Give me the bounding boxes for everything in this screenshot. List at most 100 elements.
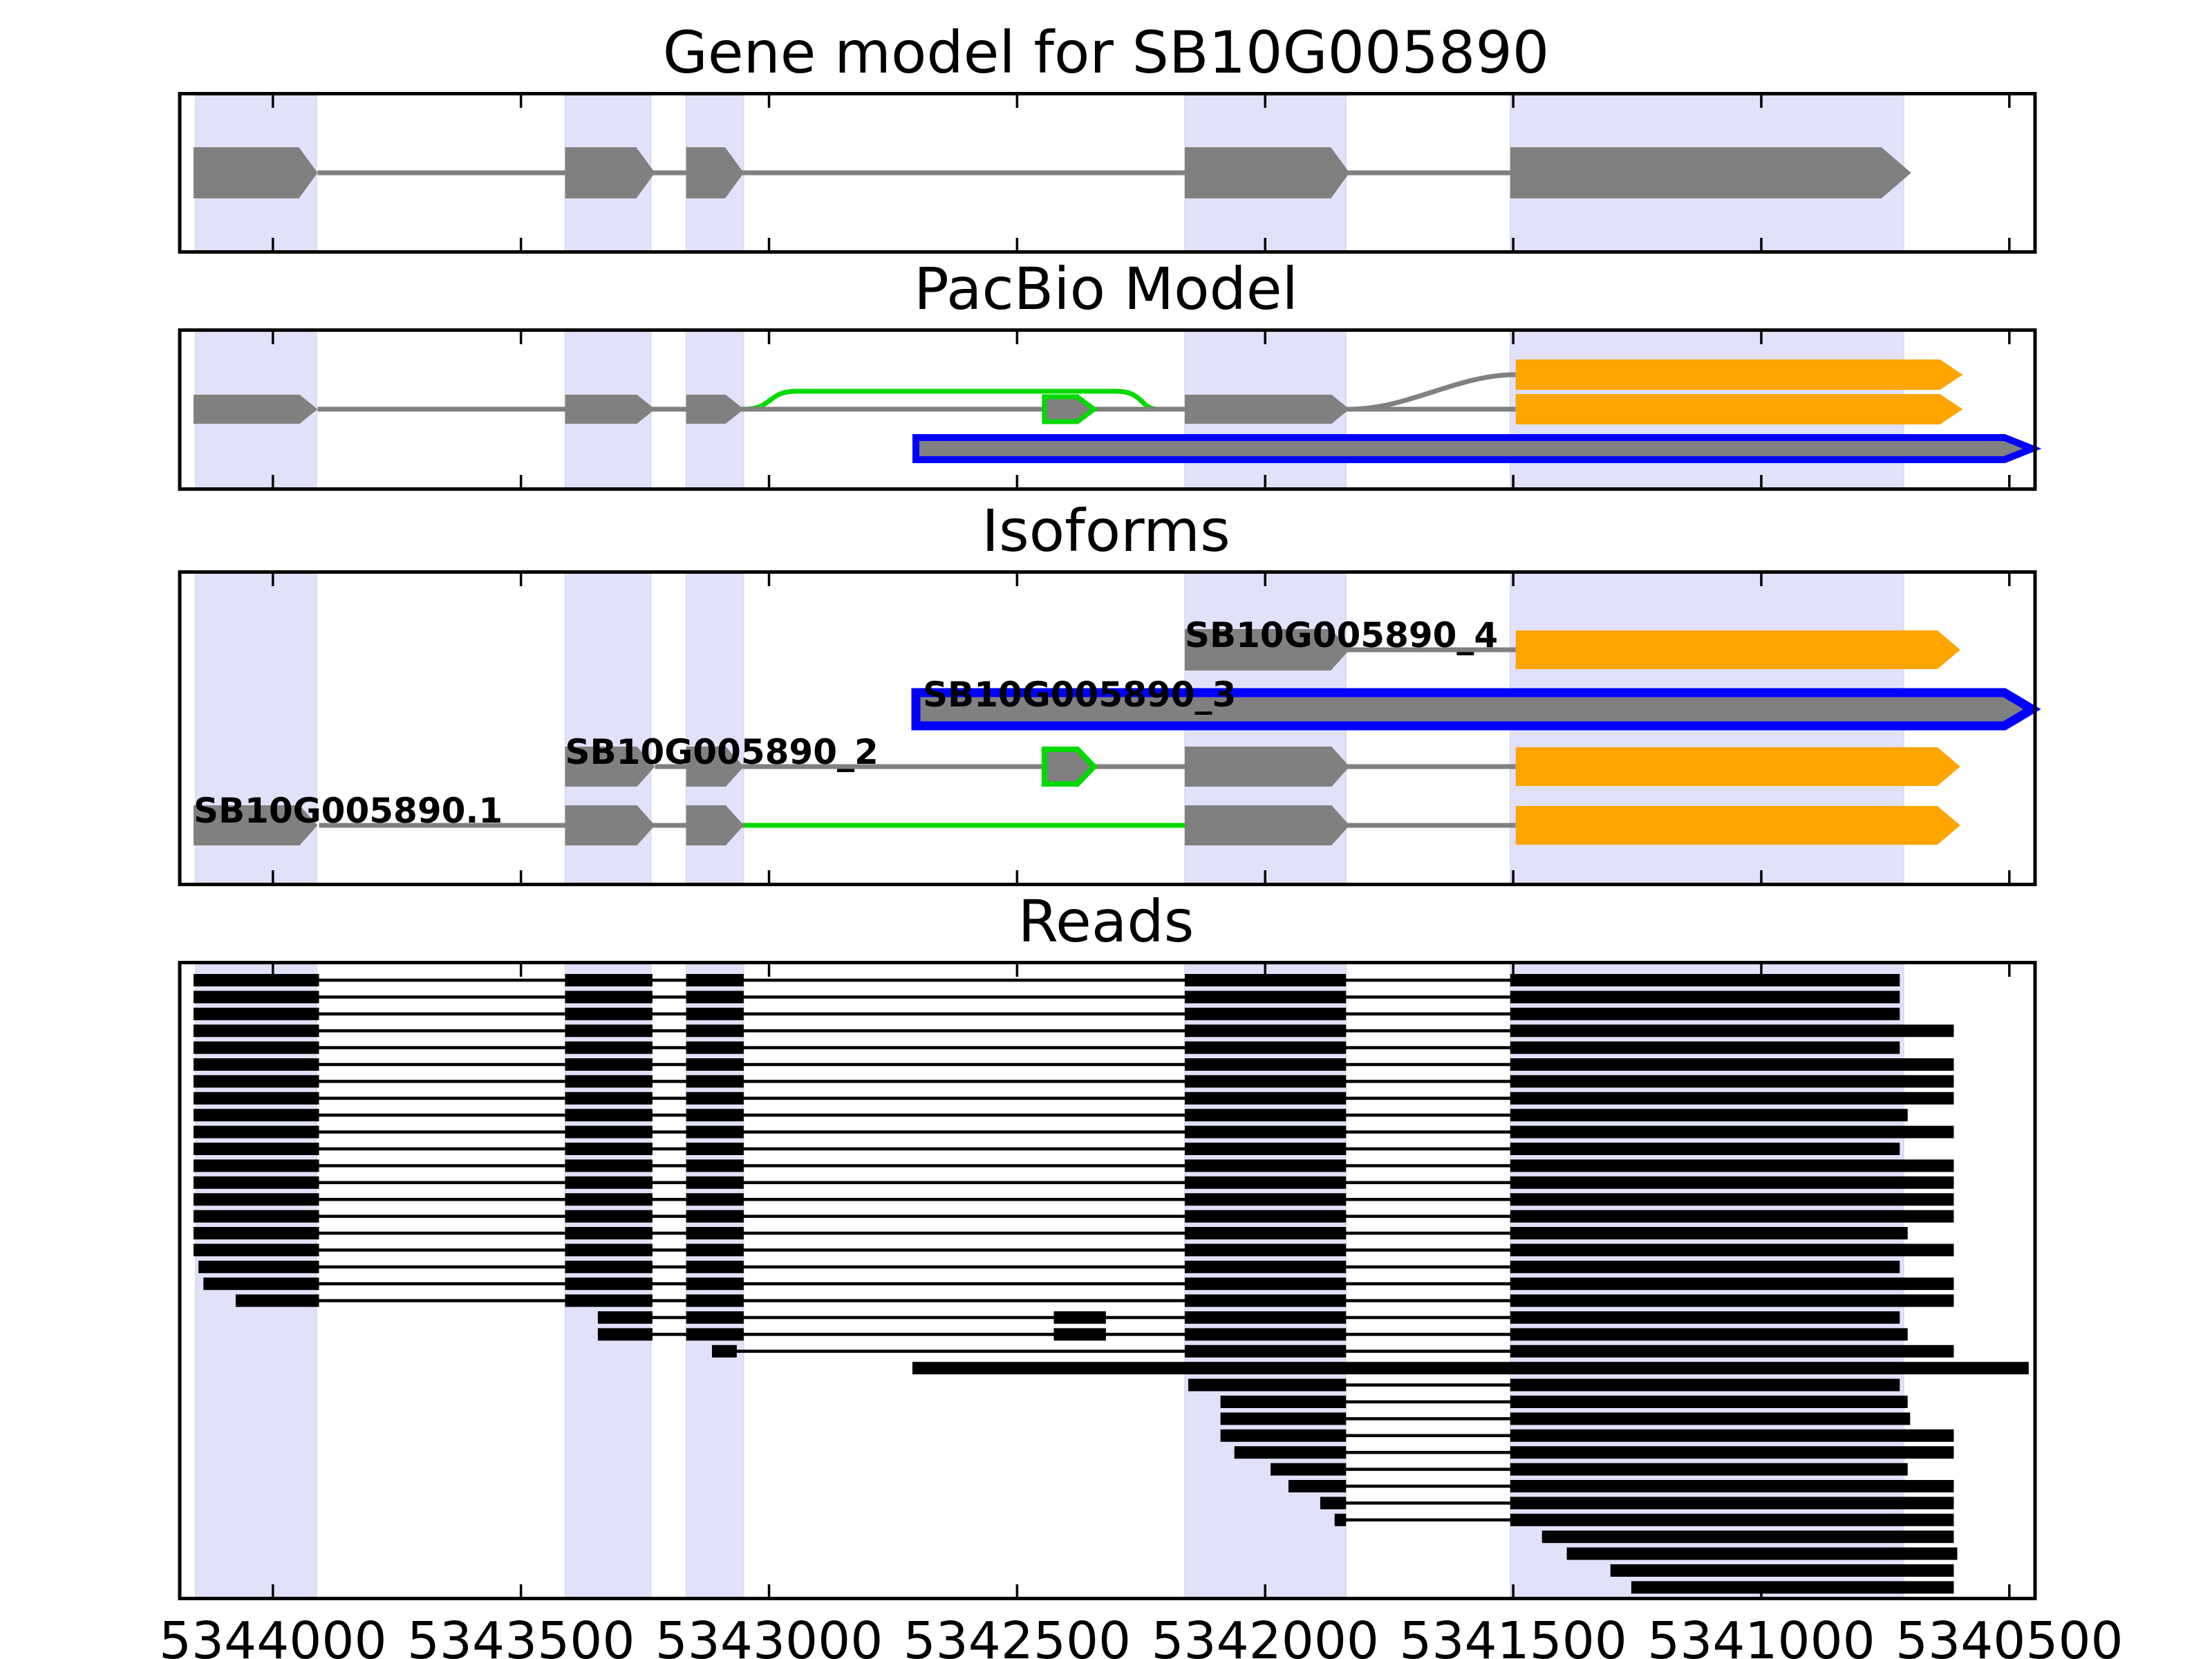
read-exon-segment [1510,1513,1954,1526]
read-exon-segment [711,1344,737,1358]
read-exon-segment [565,1024,653,1038]
read-exon-segment [686,1041,744,1054]
read-intron-line [193,1215,1954,1218]
read-exon-segment [1510,1109,1908,1122]
read-exon-segment [1184,1058,1347,1071]
transcript-row: SB10G005890_2 [565,732,1960,787]
read-row [711,1344,1954,1358]
exon-pentagon [1184,629,1350,671]
read-row [1320,1497,1954,1510]
read-intron-line [193,1130,1954,1134]
read-row [193,1024,1954,1038]
read-intron-line [235,1299,1954,1302]
transcript-row: SB10G005890_4 [1184,615,1960,671]
exon-pentagon [193,805,318,845]
read-exon-segment [193,1244,319,1257]
read-exon-segment [912,1362,2029,1375]
read-exon-segment [203,1277,319,1291]
read-exon-segment [565,1176,653,1189]
read-exon-segment [565,974,653,986]
read-exon-segment [1184,1277,1347,1291]
novel-exon-pentagon [1041,747,1098,787]
read-exon-segment [565,1109,653,1122]
read-exon-segment [1510,1328,1908,1341]
read-row [1220,1396,1908,1408]
read-exon-segment [686,1125,744,1138]
read-exon-segment [193,974,319,986]
read-row [1234,1446,1954,1459]
read-exon-segment [686,1058,744,1071]
read-exon-segment [1510,1446,1954,1459]
read-row [193,1176,1954,1189]
read-exon-segment [565,1227,653,1239]
read-exon-segment [1510,991,1900,1004]
read-exon-segment [597,1311,653,1324]
read-exon-segment [686,1311,744,1324]
panel-isoforms: SB10G005890_4 SB10G005890_3 SB10G005890_2 S… [178,570,2041,886]
read-exon-segment [565,1159,653,1172]
read-exon-segment [1510,1244,1954,1257]
read-exon-segment [1510,1091,1954,1105]
transcript-row [912,434,2042,463]
read-row [1334,1513,1954,1526]
read-row [193,1193,1954,1206]
read-exon-segment [565,1260,653,1273]
read-exon-segment [1334,1513,1347,1526]
read-exon-segment [686,1210,744,1223]
read-row [1631,1581,1954,1594]
read-exon-segment [565,1075,653,1088]
transcript-row [1515,359,1963,390]
read-exon-segment [686,991,744,1004]
read-exon-segment [1566,1547,1958,1560]
read-exon-segment [1220,1429,1347,1442]
read-exon-segment [686,1109,744,1122]
read-exon-segment [686,1294,744,1307]
exon-pentagon [686,805,744,845]
read-exon-segment [193,1210,319,1223]
exon-pentagon [686,747,744,787]
read-exon-segment [235,1294,319,1307]
read-exon-segment [193,1058,319,1071]
isoform-connector-curve [1349,372,1516,412]
read-exon-segment [1510,1311,1900,1324]
read-exon-segment [1510,1480,1954,1492]
read-exon-segment [1510,1497,1954,1510]
exon-pentagon [686,147,744,198]
read-exon-segment [1184,1159,1347,1172]
read-exon-segment [1053,1328,1106,1341]
isoform-label: SB10G005890_3 [923,675,1236,715]
panel-border [178,92,2037,254]
read-exon-segment [1234,1446,1347,1459]
read-exon-segment [1510,1294,1954,1307]
transcript-row: SB10G005890.1 [193,791,1960,845]
read-exon-segment [1510,1277,1954,1291]
x-tick-label: 5344000 [158,1611,387,1659]
read-exon-segment [565,1091,653,1105]
read-exon-segment [686,1193,744,1206]
read-exon-segment [686,1277,744,1291]
read-exon-segment [193,1024,319,1038]
read-exon-segment [1184,1210,1347,1223]
transcript-row [193,394,1963,424]
read-row [198,1260,1900,1273]
read-exon-segment [1510,1378,1900,1391]
x-tick-label: 5342000 [1151,1611,1380,1659]
read-exon-segment [686,974,744,986]
read-exon-segment [565,1058,653,1071]
read-exon-segment [1510,1159,1954,1172]
read-exon-segment [1510,1041,1900,1054]
read-exon-segment [1184,1024,1347,1038]
read-intron-line [193,1062,1954,1067]
isoform-label: SB10G005890_4 [1185,615,1498,655]
read-intron-line [193,1012,1900,1016]
read-row [235,1294,1954,1307]
exon-pentagon [565,395,655,424]
read-exon-segment [1184,1328,1347,1341]
read-intron-line [193,1080,1954,1083]
read-exon-segment [193,1075,319,1088]
read-row [193,974,1900,986]
isoform-label: SB10G005890.1 [194,791,503,831]
orange-terminal-exon-arrow [1515,394,1963,424]
read-exon-segment [1184,1109,1347,1122]
